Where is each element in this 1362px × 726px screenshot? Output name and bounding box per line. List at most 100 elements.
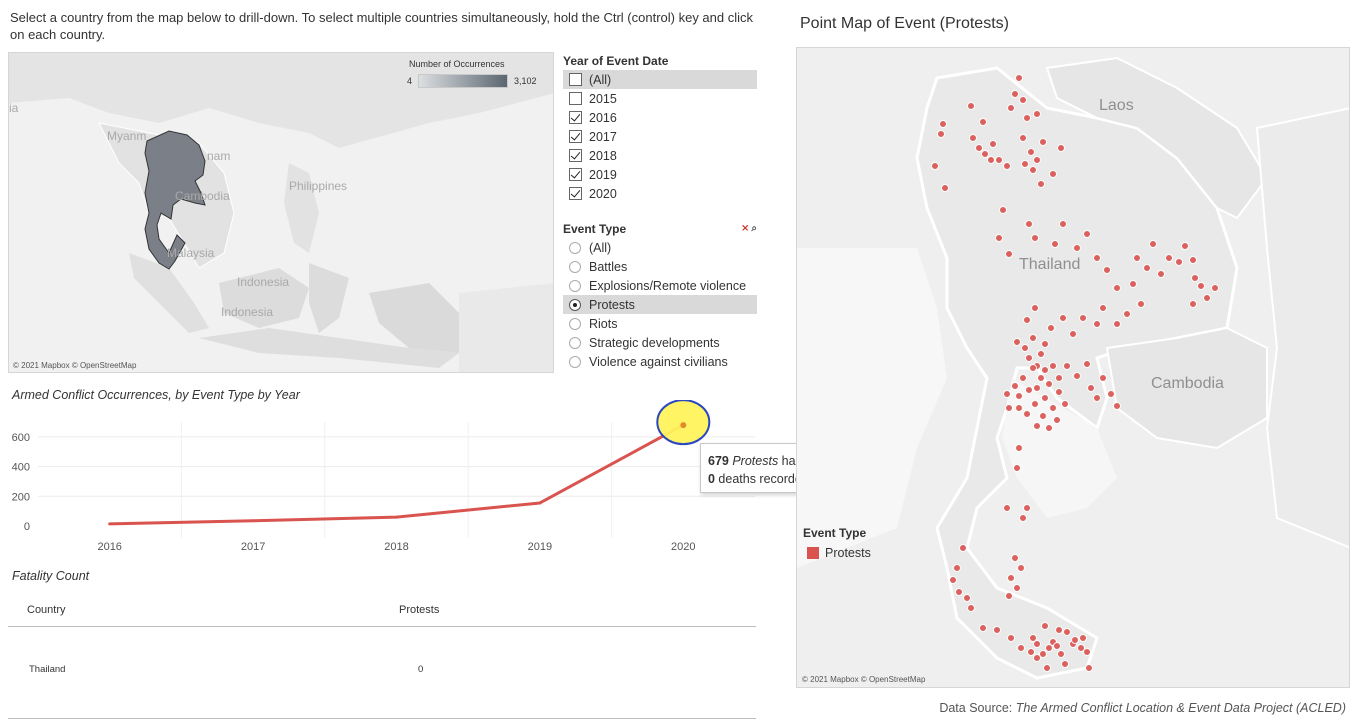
event-marker[interactable] [1021,344,1029,352]
event-marker[interactable] [1061,660,1069,668]
event-marker[interactable] [1113,402,1121,410]
event-marker[interactable] [1203,294,1211,302]
checkbox[interactable] [569,111,582,124]
event-marker[interactable] [967,102,975,110]
event-marker[interactable] [953,564,961,572]
event-marker[interactable] [1041,366,1049,374]
event-marker[interactable] [1019,96,1027,104]
event-marker[interactable] [1083,648,1091,656]
event-marker[interactable] [1011,382,1019,390]
checkbox[interactable] [569,73,582,86]
radio-button[interactable] [569,336,581,349]
event-marker[interactable] [1005,592,1013,600]
radio-button[interactable] [569,355,581,368]
search-icon[interactable]: ⌕ [751,223,757,234]
event-marker[interactable] [1033,640,1041,648]
event-marker[interactable] [987,156,995,164]
event-marker[interactable] [1037,374,1045,382]
event-marker[interactable] [1013,584,1021,592]
event-marker[interactable] [1037,180,1045,188]
event-marker[interactable] [1015,444,1023,452]
event-marker[interactable] [1049,170,1057,178]
event-marker[interactable] [1079,634,1087,642]
event-marker[interactable] [1033,156,1041,164]
event-marker[interactable] [1021,160,1029,168]
event-marker[interactable] [1031,400,1039,408]
event-marker[interactable] [1085,664,1093,672]
event-marker[interactable] [1071,636,1079,644]
event-marker[interactable] [1003,390,1011,398]
event-marker[interactable] [1157,270,1165,278]
event-marker[interactable] [1045,380,1053,388]
event-marker[interactable] [979,118,987,126]
event-marker[interactable] [1069,330,1077,338]
event-marker[interactable] [1099,304,1107,312]
event-marker[interactable] [1191,274,1199,282]
event-marker[interactable] [1057,144,1065,152]
event-marker[interactable] [1005,250,1013,258]
event-marker[interactable] [1181,242,1189,250]
event-marker[interactable] [1011,90,1019,98]
event-marker[interactable] [1087,384,1095,392]
event-marker[interactable] [1053,416,1061,424]
year-option-2019[interactable]: 2019 [563,165,757,184]
event-marker[interactable] [963,594,971,602]
radio-button[interactable] [569,298,581,311]
event-marker[interactable] [995,234,1003,242]
event-marker[interactable] [1189,300,1197,308]
event-marker[interactable] [1037,350,1045,358]
event-marker[interactable] [1073,244,1081,252]
event-marker[interactable] [1029,334,1037,342]
event-marker[interactable] [1039,412,1047,420]
radio-button[interactable] [569,279,581,292]
event-marker[interactable] [1143,264,1151,272]
event-marker[interactable] [1137,300,1145,308]
checkbox[interactable] [569,187,582,200]
event-marker[interactable] [1197,282,1205,290]
event-marker[interactable] [999,206,1007,214]
event-marker[interactable] [1033,654,1041,662]
clear-filter-icon[interactable]: ⨯ [741,223,750,234]
event-marker[interactable] [1149,240,1157,248]
event-marker[interactable] [1073,372,1081,380]
event-marker[interactable] [1059,220,1067,228]
event-marker[interactable] [1047,324,1055,332]
event-marker[interactable] [1063,362,1071,370]
event-marker[interactable] [1019,134,1027,142]
event-marker[interactable] [1033,422,1041,430]
event-marker[interactable] [1041,622,1049,630]
event-marker[interactable] [1003,162,1011,170]
event-marker[interactable] [1059,314,1067,322]
event-marker[interactable] [1211,284,1219,292]
event-marker[interactable] [1013,464,1021,472]
checkbox[interactable] [569,168,582,181]
event-marker[interactable] [1049,362,1057,370]
event-marker[interactable] [1025,386,1033,394]
event-marker[interactable] [1079,314,1087,322]
event-marker[interactable] [995,156,1003,164]
country-map[interactable]: ia Myanm nam Philippines Cambodia Malays… [8,52,554,373]
event-marker[interactable] [1033,384,1041,392]
event-marker[interactable] [1039,650,1047,658]
event-marker[interactable] [1053,642,1061,650]
event-marker[interactable] [941,184,949,192]
event-marker[interactable] [1007,104,1015,112]
event-marker[interactable] [1041,394,1049,402]
event-marker[interactable] [1045,424,1053,432]
event-marker[interactable] [1027,648,1035,656]
event-marker[interactable] [1027,148,1035,156]
event-marker[interactable] [1007,634,1015,642]
event-marker[interactable] [937,130,945,138]
point-map[interactable]: Laos Thailand Cambodia Event Type Protes… [796,47,1350,688]
event-marker[interactable] [1063,628,1071,636]
event-marker[interactable] [1123,310,1131,318]
event-marker[interactable] [979,624,987,632]
radio-button[interactable] [569,260,581,273]
event-marker[interactable] [1025,354,1033,362]
event-marker[interactable] [1055,374,1063,382]
year-option-2017[interactable]: 2017 [563,127,757,146]
event-marker[interactable] [1007,574,1015,582]
event-marker[interactable] [959,544,967,552]
event-marker[interactable] [1129,280,1137,288]
event-marker[interactable] [1043,664,1051,672]
